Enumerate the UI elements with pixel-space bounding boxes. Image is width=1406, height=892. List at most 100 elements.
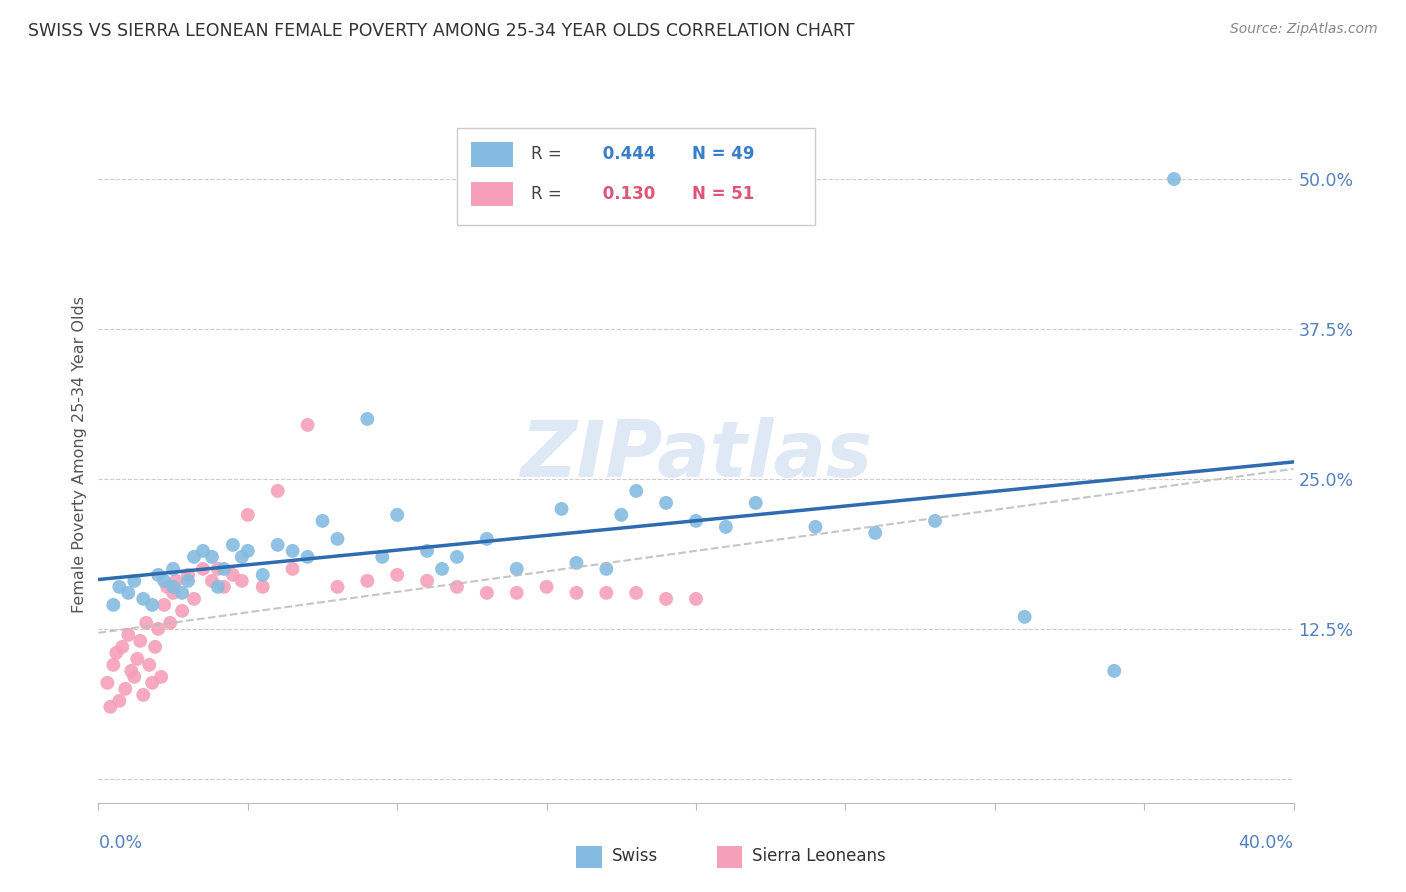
Point [626, 483, 648, 498]
Point [172, 604, 194, 618]
Point [416, 544, 439, 558]
Point [655, 591, 678, 606]
Point [177, 567, 200, 582]
Point [626, 586, 648, 600]
Point [148, 567, 170, 582]
Point [1014, 610, 1036, 624]
Point [153, 598, 176, 612]
Point [252, 580, 274, 594]
Point [117, 628, 139, 642]
Text: N = 51: N = 51 [692, 185, 755, 203]
Point [212, 562, 235, 576]
Point [201, 574, 224, 588]
Point [124, 670, 146, 684]
Point [745, 496, 768, 510]
Point [231, 574, 253, 588]
Point [281, 562, 304, 576]
Point [162, 586, 184, 600]
Point [153, 574, 176, 588]
Point [135, 615, 157, 630]
Point [165, 574, 187, 588]
FancyBboxPatch shape [471, 142, 513, 167]
Point [103, 657, 125, 672]
Point [159, 615, 181, 630]
Point [124, 574, 146, 588]
Point [108, 694, 131, 708]
Point [183, 591, 205, 606]
Point [132, 591, 155, 606]
Point [326, 580, 349, 594]
Point [1104, 664, 1126, 678]
Point [430, 562, 453, 576]
Point [371, 549, 394, 564]
Point [172, 586, 194, 600]
Point [105, 646, 128, 660]
Point [595, 586, 617, 600]
FancyBboxPatch shape [471, 182, 513, 206]
Text: R =: R = [531, 185, 567, 203]
Text: SWISS VS SIERRA LEONEAN FEMALE POVERTY AMONG 25-34 YEAR OLDS CORRELATION CHART: SWISS VS SIERRA LEONEAN FEMALE POVERTY A… [28, 22, 855, 40]
Point [281, 544, 304, 558]
Point [103, 598, 125, 612]
Point [207, 580, 229, 594]
Point [120, 664, 142, 678]
Point [550, 502, 572, 516]
Point [297, 417, 319, 432]
Point [212, 580, 235, 594]
Point [356, 412, 378, 426]
Text: Source: ZipAtlas.com: Source: ZipAtlas.com [1230, 22, 1378, 37]
Point [100, 699, 122, 714]
Point [267, 538, 290, 552]
Point [132, 688, 155, 702]
Point [162, 562, 184, 576]
Point [297, 549, 319, 564]
Point [267, 483, 290, 498]
Point [236, 508, 259, 522]
Point [183, 549, 205, 564]
Point [475, 532, 498, 546]
Point [96, 676, 118, 690]
Point [222, 567, 245, 582]
Point [236, 544, 259, 558]
Text: 0.444: 0.444 [596, 145, 655, 163]
Text: Swiss: Swiss [612, 847, 658, 865]
Point [129, 633, 152, 648]
Text: R =: R = [531, 145, 567, 163]
Point [138, 657, 160, 672]
Text: N = 49: N = 49 [692, 145, 755, 163]
Point [714, 520, 737, 534]
Y-axis label: Female Poverty Among 25-34 Year Olds: Female Poverty Among 25-34 Year Olds [72, 296, 87, 614]
Point [685, 591, 707, 606]
Point [143, 640, 166, 654]
Point [565, 586, 588, 600]
Point [191, 562, 214, 576]
Point [804, 520, 827, 534]
Point [114, 681, 136, 696]
Point [536, 580, 558, 594]
Point [685, 514, 707, 528]
Point [565, 556, 588, 570]
Point [201, 549, 224, 564]
Point [446, 580, 468, 594]
Point [141, 598, 163, 612]
Point [127, 652, 149, 666]
Text: ZIPatlas: ZIPatlas [520, 417, 872, 493]
FancyBboxPatch shape [457, 128, 815, 226]
Point [506, 586, 529, 600]
Point [356, 574, 378, 588]
Point [475, 586, 498, 600]
Point [1163, 172, 1185, 186]
Point [446, 549, 468, 564]
Point [506, 562, 529, 576]
Point [108, 580, 131, 594]
Point [162, 580, 184, 594]
Point [610, 508, 633, 522]
Point [177, 574, 200, 588]
Point [385, 567, 409, 582]
Point [191, 544, 214, 558]
Point [150, 670, 173, 684]
Point [385, 508, 409, 522]
Point [117, 586, 139, 600]
Point [595, 562, 617, 576]
Text: Sierra Leoneans: Sierra Leoneans [752, 847, 886, 865]
